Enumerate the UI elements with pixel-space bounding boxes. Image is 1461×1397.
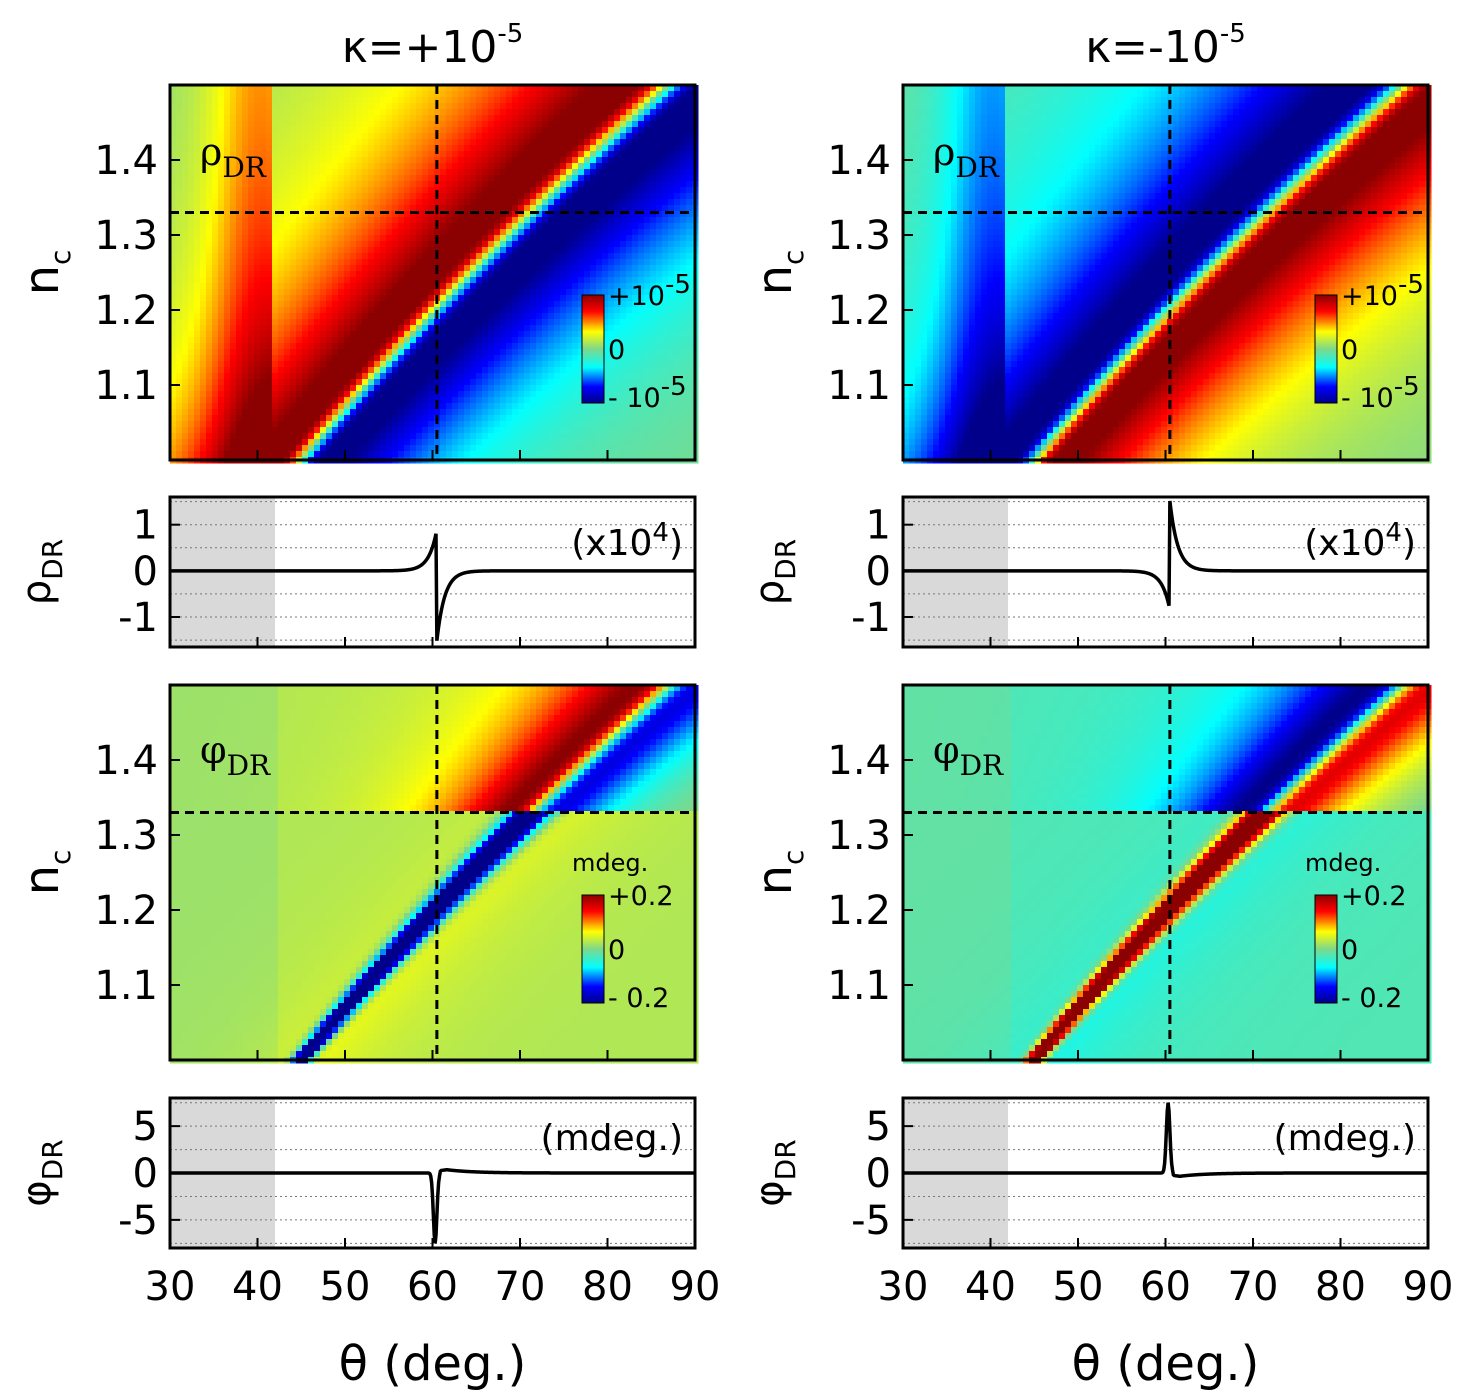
colorbar-mid-label: 0 — [1341, 335, 1358, 366]
y-tick-label: 1.2 — [94, 288, 158, 334]
y-tick-label: 1.4 — [827, 138, 891, 184]
colorbar — [581, 894, 605, 1004]
unit-note: (x104) — [1304, 518, 1416, 564]
rho-line-plot-pos: -101 (x104) ρDR — [14, 495, 697, 649]
y-tick-label: 1.3 — [94, 813, 158, 859]
x-tick-label: 30 — [878, 1264, 929, 1310]
y-tick-label: -1 — [118, 595, 158, 641]
y-axis-label: ρDR — [14, 539, 69, 605]
x-axis-label: θ (deg.) — [1072, 1336, 1260, 1392]
x-tick-label: 90 — [1403, 1264, 1454, 1310]
y-tick-label: 1.3 — [827, 213, 891, 259]
x-tick-label: 50 — [1053, 1264, 1104, 1310]
colorbar-max-label: +0.2 — [1341, 881, 1407, 912]
y-tick-label: 0 — [133, 549, 158, 595]
column-title: κ=-10-5 — [1085, 19, 1246, 73]
x-tick-label: 30 — [145, 1264, 196, 1310]
y-tick-label: 1.1 — [827, 363, 891, 409]
y-tick-label: 1.3 — [827, 813, 891, 859]
y-tick-label: -5 — [851, 1198, 891, 1244]
x-tick-label: 80 — [582, 1264, 633, 1310]
x-tick-label: 90 — [670, 1264, 721, 1310]
y-tick-label: 1 — [133, 503, 158, 549]
data-curve — [170, 1168, 695, 1244]
phi-heatmap-pos: 1.1 1.2 1.3 1.4 nc φDR +0.2 0 - 0.2 mdeg. — [14, 683, 699, 1064]
x-axis-label: θ (deg.) — [339, 1336, 527, 1392]
x-tick-label: 40 — [232, 1264, 283, 1310]
y-tick-label: 5 — [866, 1104, 891, 1150]
colorbar-min-label: - 0.2 — [1341, 983, 1402, 1014]
panel-label: φDR — [933, 728, 1004, 782]
colorbar-min-label: - 10-5 — [608, 372, 687, 414]
x-tick-label: 50 — [320, 1264, 371, 1310]
unit-note: (x104) — [571, 518, 683, 564]
panel-label: φDR — [200, 728, 271, 782]
colorbar — [1314, 294, 1338, 404]
y-axis-label: nc — [14, 250, 77, 296]
y-tick-label: -1 — [851, 595, 891, 641]
data-curve — [903, 1102, 1428, 1178]
phi-heatmap-neg: 1.1 1.2 1.3 1.4 nc φDR +0.2 0 - 0.2 mdeg. — [747, 683, 1432, 1064]
x-tick-label: 60 — [407, 1264, 458, 1310]
y-tick-label: 5 — [133, 1104, 158, 1150]
colorbar-unit-label: mdeg. — [572, 849, 648, 877]
y-tick-label: 1.3 — [94, 213, 158, 259]
colorbar-max-label: +0.2 — [608, 881, 674, 912]
y-tick-label: 0 — [866, 549, 891, 595]
y-tick-label: 1.2 — [827, 288, 891, 334]
y-axis-label: φDR — [747, 1139, 802, 1206]
colorbar-min-label: - 0.2 — [608, 983, 669, 1014]
colorbar-max-label: +10-5 — [608, 270, 691, 312]
colorbar-mid-label: 0 — [1341, 935, 1358, 966]
colorbar-max-label: +10-5 — [1341, 270, 1424, 312]
data-curve — [903, 500, 1428, 607]
y-tick-label: 1.1 — [94, 963, 158, 1009]
y-tick-label: 0 — [133, 1151, 158, 1197]
x-tick-label: 80 — [1315, 1264, 1366, 1310]
y-axis-label: nc — [747, 250, 810, 296]
y-axis-label: nc — [14, 850, 77, 896]
x-tick-label: 70 — [1228, 1264, 1279, 1310]
colorbar — [1314, 894, 1338, 1004]
column-title: κ=+10-5 — [342, 19, 524, 73]
x-tick-label: 60 — [1140, 1264, 1191, 1310]
rho-heatmap-neg: 1.1 1.2 1.3 1.4 nc ρDR +10-5 0 - 10-5 — [747, 83, 1432, 464]
y-axis-label: φDR — [14, 1139, 69, 1206]
colorbar-unit-label: mdeg. — [1305, 849, 1381, 877]
y-tick-label: 1.1 — [827, 963, 891, 1009]
x-tick-label: 70 — [495, 1264, 546, 1310]
unit-note: (mdeg.) — [541, 1118, 683, 1159]
y-tick-label: -5 — [118, 1198, 158, 1244]
column-title-pos: κ=+10-5 — [342, 19, 524, 73]
y-tick-label: 1 — [866, 503, 891, 549]
phi-line-plot-neg: -505 30 40 50 60 70 80 90 (mdeg.) φDR — [747, 1096, 1454, 1310]
x-tick-label: 40 — [965, 1264, 1016, 1310]
panel-label: ρDR — [200, 130, 267, 184]
y-tick-label: 1.2 — [827, 888, 891, 934]
colorbar-min-label: - 10-5 — [1341, 372, 1420, 414]
panel-label: ρDR — [933, 130, 1000, 184]
unit-note: (mdeg.) — [1274, 1118, 1416, 1159]
y-tick-label: 0 — [866, 1151, 891, 1197]
y-tick-label: 1.4 — [827, 738, 891, 784]
y-axis-label: nc — [747, 850, 810, 896]
y-tick-label: 1.2 — [94, 888, 158, 934]
rho-line-plot-neg: -101 (x104) ρDR — [747, 495, 1430, 649]
y-axis-label: ρDR — [747, 539, 802, 605]
phi-line-plot-pos: -505 30 40 50 60 70 80 90 (mdeg.) φDR — [14, 1096, 721, 1310]
colorbar — [581, 294, 605, 404]
y-tick-label: 1.4 — [94, 738, 158, 784]
data-curve — [170, 533, 695, 641]
rho-heatmap-pos: 1.1 1.2 1.3 1.4 nc ρDR +10-5 0 - 10-5 — [14, 83, 699, 464]
colorbar-mid-label: 0 — [608, 335, 625, 366]
colorbar-mid-label: 0 — [608, 935, 625, 966]
y-tick-label: 1.1 — [94, 363, 158, 409]
y-tick-label: 1.4 — [94, 138, 158, 184]
column-title-neg: κ=-10-5 — [1085, 19, 1246, 73]
